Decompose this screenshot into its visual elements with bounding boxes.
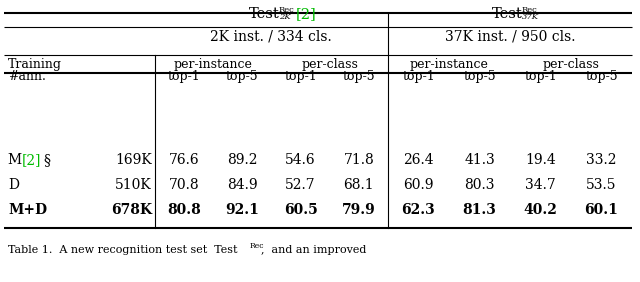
Text: 60.1: 60.1	[584, 203, 618, 217]
Text: 19.4: 19.4	[525, 153, 556, 167]
Text: 84.9: 84.9	[227, 178, 258, 192]
Text: [2]: [2]	[22, 153, 42, 167]
Text: D: D	[8, 178, 19, 192]
Text: Rec: Rec	[250, 242, 264, 250]
Text: 2K: 2K	[279, 13, 291, 21]
Text: per-instance: per-instance	[174, 58, 253, 71]
Text: 54.6: 54.6	[285, 153, 316, 167]
Text: per-class: per-class	[301, 58, 358, 71]
Text: top-5: top-5	[342, 70, 375, 83]
Text: Training: Training	[8, 58, 62, 71]
Text: §: §	[43, 153, 50, 167]
Text: 76.6: 76.6	[169, 153, 200, 167]
Text: 71.8: 71.8	[344, 153, 374, 167]
Text: 2K inst. / 334 cls.: 2K inst. / 334 cls.	[210, 30, 332, 44]
Text: 37K: 37K	[522, 13, 539, 21]
Text: 79.9: 79.9	[342, 203, 376, 217]
Text: 52.7: 52.7	[285, 178, 316, 192]
Text: 60.9: 60.9	[403, 178, 434, 192]
Text: 80.3: 80.3	[464, 178, 495, 192]
Text: 81.3: 81.3	[463, 203, 497, 217]
Text: 68.1: 68.1	[344, 178, 374, 192]
Text: 92.1: 92.1	[225, 203, 259, 217]
Text: 40.2: 40.2	[524, 203, 557, 217]
Text: 33.2: 33.2	[586, 153, 617, 167]
Text: Rec: Rec	[279, 6, 295, 14]
Text: [2]: [2]	[296, 7, 317, 21]
Text: Table 1.  A new recognition test set  Test: Table 1. A new recognition test set Test	[8, 245, 237, 255]
Text: 26.4: 26.4	[403, 153, 434, 167]
Text: top-1: top-1	[168, 70, 200, 83]
Text: ,  and an improved: , and an improved	[261, 245, 366, 255]
Text: per-class: per-class	[543, 58, 600, 71]
Text: Rec: Rec	[522, 6, 538, 14]
Text: 37K inst. / 950 cls.: 37K inst. / 950 cls.	[445, 30, 575, 44]
Text: 678K: 678K	[111, 203, 152, 217]
Text: top-1: top-1	[402, 70, 435, 83]
Text: top-5: top-5	[226, 70, 259, 83]
Text: Test: Test	[249, 7, 280, 21]
Text: 70.8: 70.8	[169, 178, 200, 192]
Text: 41.3: 41.3	[464, 153, 495, 167]
Text: per-instance: per-instance	[410, 58, 488, 71]
Text: M+D: M+D	[8, 203, 47, 217]
Text: top-5: top-5	[585, 70, 618, 83]
Text: 510K: 510K	[115, 178, 152, 192]
Text: 169K: 169K	[115, 153, 152, 167]
Text: #ann.: #ann.	[8, 70, 46, 83]
Text: top-5: top-5	[463, 70, 496, 83]
Text: 89.2: 89.2	[227, 153, 258, 167]
Text: M: M	[8, 153, 26, 167]
Text: top-1: top-1	[284, 70, 317, 83]
Text: 34.7: 34.7	[525, 178, 556, 192]
Text: top-1: top-1	[524, 70, 557, 83]
Text: 53.5: 53.5	[586, 178, 617, 192]
Text: 62.3: 62.3	[402, 203, 435, 217]
Text: Test: Test	[492, 7, 523, 21]
Text: 60.5: 60.5	[284, 203, 317, 217]
Text: 80.8: 80.8	[167, 203, 201, 217]
